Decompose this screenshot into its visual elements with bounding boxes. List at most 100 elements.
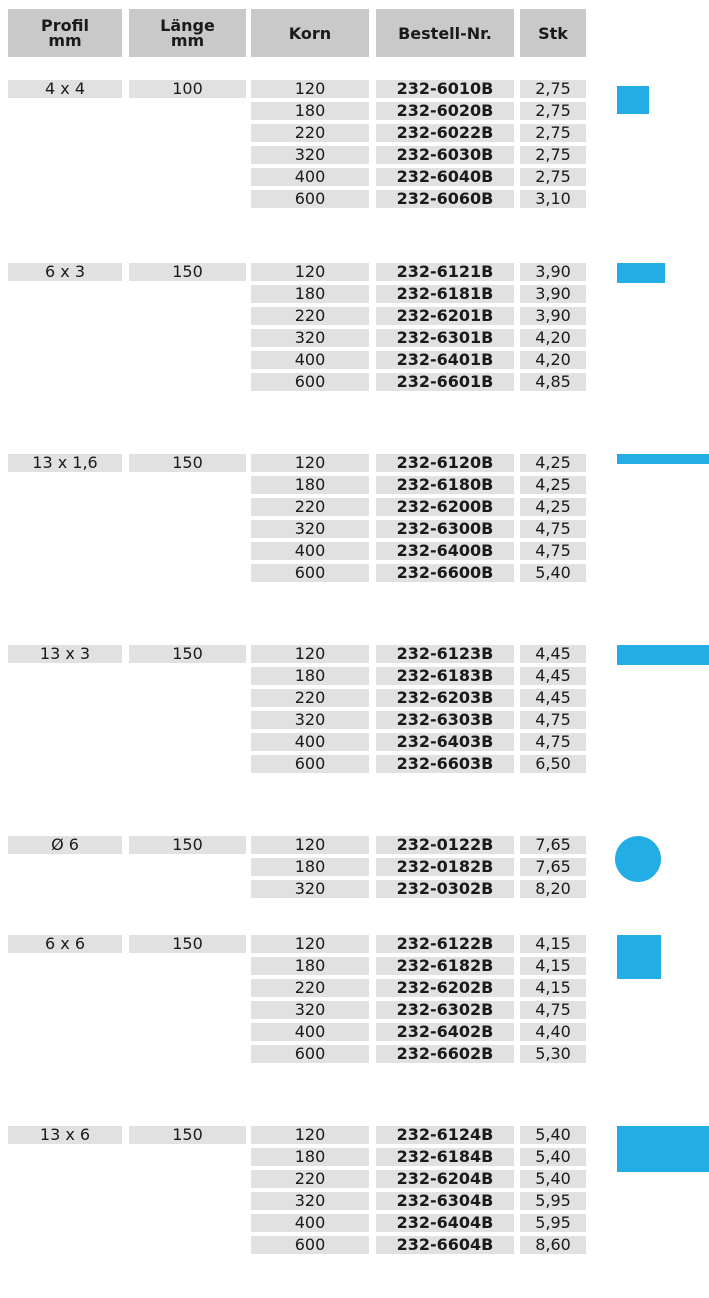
header-laenge: Länge mm — [129, 9, 246, 57]
bestell-nr-cell: 232-6300B — [376, 520, 514, 538]
korn-cell: 320 — [251, 520, 369, 538]
korn-cell: 400 — [251, 168, 369, 186]
bestell-nr-cell: 232-6602B — [376, 1045, 514, 1063]
profil-cell: Ø 6 — [8, 836, 122, 854]
stk-price-cell: 6,50 — [520, 755, 586, 773]
bestell-nr-cell: 232-6204B — [376, 1170, 514, 1188]
korn-cell: 220 — [251, 498, 369, 516]
profil-cell: 13 x 1,6 — [8, 454, 122, 472]
korn-cell: 320 — [251, 1192, 369, 1210]
bestell-nr-cell: 232-0122B — [376, 836, 514, 854]
header-korn-label: Korn — [288, 23, 332, 43]
bestell-nr-cell: 232-6122B — [376, 935, 514, 953]
korn-cell: 120 — [251, 935, 369, 953]
korn-cell: 120 — [251, 454, 369, 472]
stk-price-cell: 4,15 — [520, 957, 586, 975]
stk-price-cell: 4,85 — [520, 373, 586, 391]
bestell-nr-cell: 232-6183B — [376, 667, 514, 685]
bestell-nr-cell: 232-6603B — [376, 755, 514, 773]
stk-price-cell: 4,40 — [520, 1023, 586, 1041]
bestell-nr-cell: 232-6182B — [376, 957, 514, 975]
bestell-nr-cell: 232-6123B — [376, 645, 514, 663]
korn-cell: 220 — [251, 1170, 369, 1188]
stk-price-cell: 2,75 — [520, 168, 586, 186]
korn-cell: 180 — [251, 957, 369, 975]
stk-price-cell: 3,10 — [520, 190, 586, 208]
korn-cell: 180 — [251, 285, 369, 303]
stk-price-cell: 4,45 — [520, 667, 586, 685]
korn-cell: 180 — [251, 858, 369, 876]
profil-cell: 13 x 3 — [8, 645, 122, 663]
profile-shape-circle-icon — [615, 836, 661, 882]
korn-cell: 400 — [251, 542, 369, 560]
stk-price-cell: 8,20 — [520, 880, 586, 898]
bestell-nr-cell: 232-6121B — [376, 263, 514, 281]
stk-price-cell: 5,40 — [520, 1126, 586, 1144]
laenge-cell: 150 — [129, 454, 246, 472]
stk-price-cell: 4,45 — [520, 689, 586, 707]
korn-cell: 220 — [251, 689, 369, 707]
stk-price-cell: 4,45 — [520, 645, 586, 663]
bestell-nr-cell: 232-6201B — [376, 307, 514, 325]
stk-price-cell: 7,65 — [520, 836, 586, 854]
korn-cell: 220 — [251, 307, 369, 325]
stk-price-cell: 4,25 — [520, 476, 586, 494]
header-profil: Profil mm — [8, 9, 122, 57]
bestell-nr-cell: 232-6181B — [376, 285, 514, 303]
stk-price-cell: 5,40 — [520, 1148, 586, 1166]
bestell-nr-cell: 232-6604B — [376, 1236, 514, 1254]
profile-shape-rect-large-icon — [617, 1126, 709, 1172]
profile-shape-rect-flat-icon — [617, 263, 665, 283]
stk-price-cell: 4,75 — [520, 520, 586, 538]
stk-price-cell: 2,75 — [520, 80, 586, 98]
profil-cell: 6 x 3 — [8, 263, 122, 281]
korn-cell: 120 — [251, 836, 369, 854]
laenge-cell: 150 — [129, 1126, 246, 1144]
bestell-nr-cell: 232-6120B — [376, 454, 514, 472]
bestell-nr-cell: 232-6060B — [376, 190, 514, 208]
korn-cell: 180 — [251, 102, 369, 120]
stk-price-cell: 8,60 — [520, 1236, 586, 1254]
profil-cell: 6 x 6 — [8, 935, 122, 953]
korn-cell: 600 — [251, 564, 369, 582]
bestell-nr-cell: 232-6400B — [376, 542, 514, 560]
korn-cell: 180 — [251, 1148, 369, 1166]
korn-cell: 320 — [251, 711, 369, 729]
bestell-nr-cell: 232-6301B — [376, 329, 514, 347]
korn-cell: 180 — [251, 476, 369, 494]
stk-price-cell: 5,30 — [520, 1045, 586, 1063]
laenge-cell: 150 — [129, 263, 246, 281]
korn-cell: 320 — [251, 146, 369, 164]
korn-cell: 600 — [251, 1236, 369, 1254]
stk-price-cell: 2,75 — [520, 102, 586, 120]
header-bestell-label: Bestell-Nr. — [398, 23, 492, 43]
stk-price-cell: 4,15 — [520, 935, 586, 953]
stk-price-cell: 3,90 — [520, 285, 586, 303]
bestell-nr-cell: 232-6020B — [376, 102, 514, 120]
bestell-nr-cell: 232-6202B — [376, 979, 514, 997]
bestell-nr-cell: 232-6600B — [376, 564, 514, 582]
korn-cell: 120 — [251, 645, 369, 663]
bestell-nr-cell: 232-6124B — [376, 1126, 514, 1144]
bestell-nr-cell: 232-6303B — [376, 711, 514, 729]
bestell-nr-cell: 232-0182B — [376, 858, 514, 876]
laenge-cell: 100 — [129, 80, 246, 98]
korn-cell: 400 — [251, 1214, 369, 1232]
profile-shape-strip-thin-icon — [617, 454, 709, 464]
bestell-nr-cell: 232-6302B — [376, 1001, 514, 1019]
stk-price-cell: 4,25 — [520, 454, 586, 472]
bestell-nr-cell: 232-6402B — [376, 1023, 514, 1041]
profil-cell: 13 x 6 — [8, 1126, 122, 1144]
header-korn: Korn — [251, 9, 369, 57]
korn-cell: 320 — [251, 880, 369, 898]
laenge-cell: 150 — [129, 836, 246, 854]
korn-cell: 400 — [251, 351, 369, 369]
header-laenge-line2: mm — [170, 31, 205, 50]
korn-cell: 120 — [251, 1126, 369, 1144]
stk-price-cell: 2,75 — [520, 124, 586, 142]
bestell-nr-cell: 232-6304B — [376, 1192, 514, 1210]
header-laenge-line1: Länge — [160, 16, 215, 35]
bestell-nr-cell: 232-6404B — [376, 1214, 514, 1232]
stk-price-cell: 5,95 — [520, 1192, 586, 1210]
korn-cell: 120 — [251, 263, 369, 281]
